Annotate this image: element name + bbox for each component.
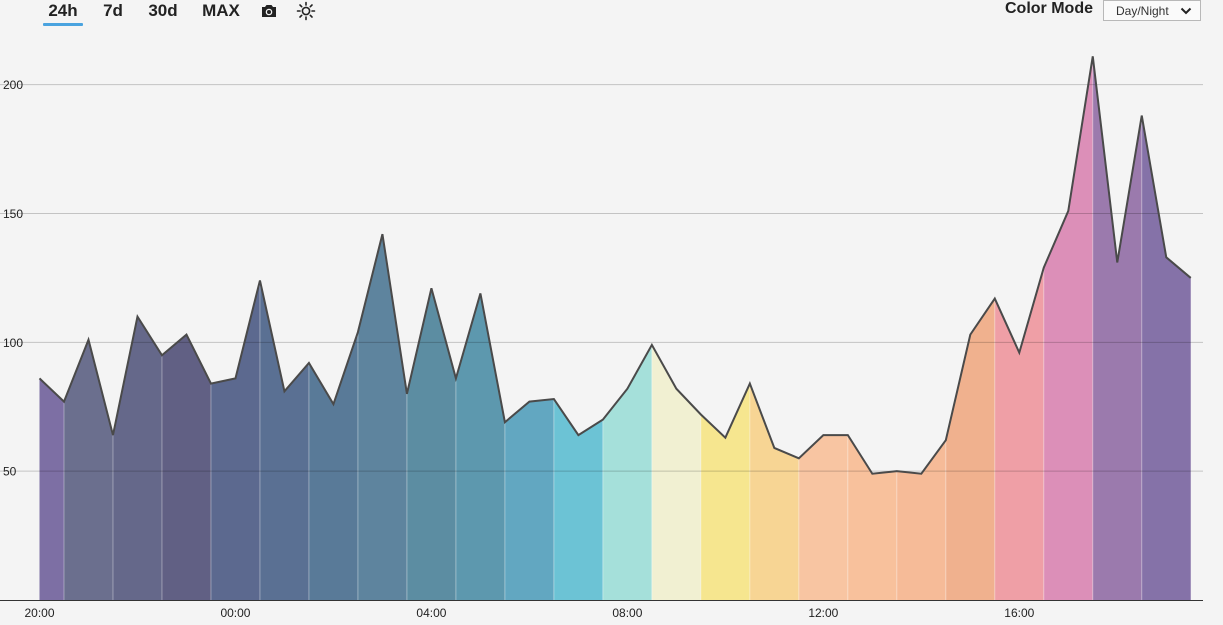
range-tab-24h[interactable]: 24h (43, 0, 83, 26)
gridlines (0, 84, 1203, 472)
color-mode-label: Color Mode (1005, 0, 1093, 17)
y-axis-ticks: 50 100 150 200 (3, 78, 23, 478)
hour-band (63, 339, 113, 600)
x-tick-label: 20:00 (24, 606, 54, 620)
hour-band (945, 298, 995, 600)
hour-band (455, 293, 505, 600)
hour-band (161, 334, 211, 600)
y-tick-label: 50 (3, 465, 17, 479)
hour-band (994, 267, 1044, 600)
x-tick-label: 08:00 (612, 606, 642, 620)
hour-band (749, 383, 799, 600)
x-axis-ticks: 20:00 00:00 04:00 08:00 12:00 16:00 (24, 606, 1034, 620)
x-tick-label: 00:00 (220, 606, 250, 620)
color-mode-select[interactable]: Day/Night (1103, 0, 1201, 21)
camera-icon[interactable] (259, 1, 279, 21)
range-tab-30d[interactable]: 30d (148, 1, 178, 20)
y-tick-label: 200 (3, 78, 23, 92)
hour-band (504, 399, 554, 600)
y-tick-label: 100 (3, 336, 23, 350)
chevron-down-icon (1180, 7, 1192, 15)
hour-band (308, 332, 358, 600)
hour-band (406, 288, 456, 600)
x-tick-label: 04:00 (416, 606, 446, 620)
hour-band (1092, 56, 1142, 600)
range-tab-max[interactable]: MAX (202, 1, 240, 20)
y-tick-label: 150 (3, 207, 23, 221)
toolbar: 24h 7d 30d MAX Color Mode Day/Night (0, 0, 1223, 30)
hour-band (602, 344, 652, 600)
hour-band (553, 399, 603, 600)
hour-band (700, 383, 750, 600)
hour-band (896, 440, 946, 600)
x-tick-label: 12:00 (808, 606, 838, 620)
hour-band (210, 280, 260, 600)
hour-band (39, 378, 64, 600)
hour-band (1043, 56, 1093, 600)
hour-band (357, 234, 407, 600)
color-mode-select-value: Day/Night (1116, 4, 1169, 18)
series-line (38, 56, 1192, 475)
hour-band (1141, 115, 1191, 600)
range-tab-7d[interactable]: 7d (103, 1, 123, 20)
x-tick-label: 16:00 (1004, 606, 1034, 620)
hour-band (798, 435, 848, 600)
hour-band (112, 316, 162, 600)
hour-band (651, 344, 701, 600)
hour-band (847, 435, 897, 600)
hour-band (259, 280, 309, 600)
hour-bands (39, 56, 1191, 600)
sun-icon[interactable] (296, 1, 316, 21)
